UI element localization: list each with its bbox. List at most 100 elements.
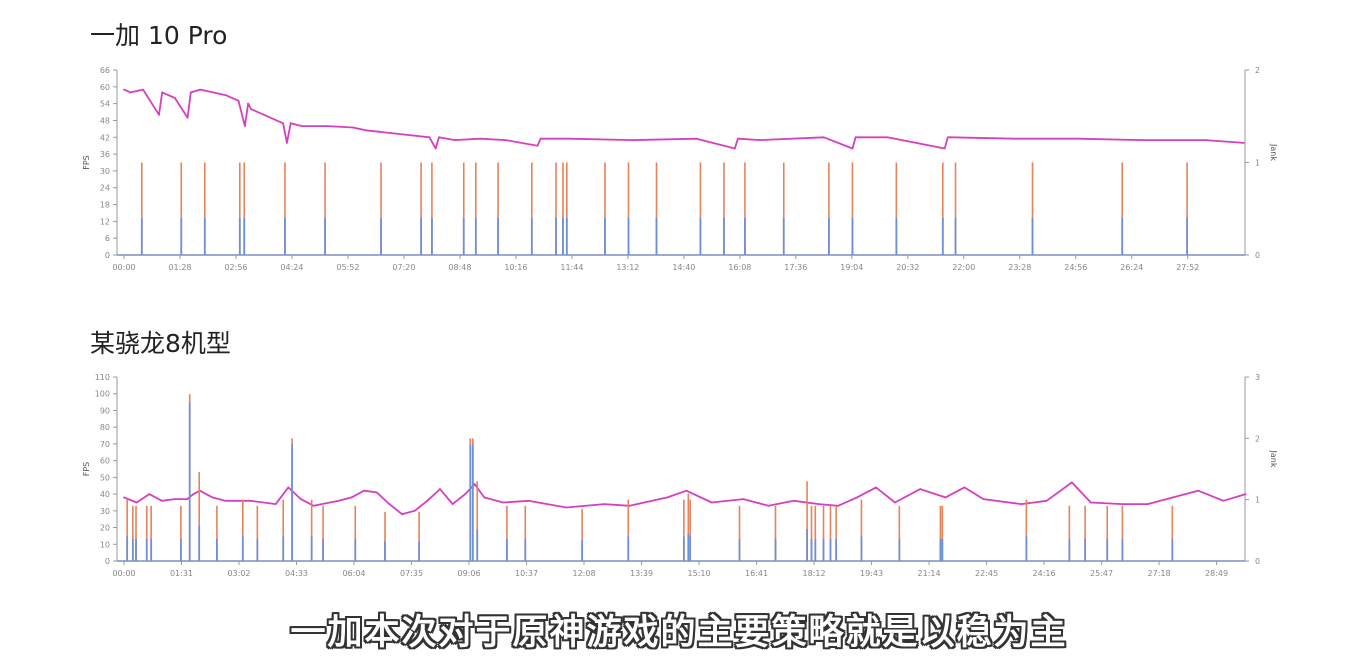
fps-point (946, 136, 949, 139)
x-tick-label: 07:35 (400, 569, 423, 578)
x-tick-label: 04:33 (285, 569, 308, 578)
fps-point (249, 499, 252, 502)
y-tick-label: 40 (100, 490, 110, 499)
x-tick-label: 27:18 (1148, 569, 1171, 578)
x-tick-label: 19:43 (860, 569, 883, 578)
y-tick-label: 50 (100, 473, 110, 482)
y-axis-label: FPS (82, 462, 91, 477)
y-axis-label: FPS (82, 155, 91, 170)
fps-point (148, 493, 151, 495)
y-tick-label: 60 (100, 83, 110, 92)
fps-point (856, 496, 858, 499)
fps-point (479, 137, 482, 140)
fps-point (352, 126, 354, 129)
video-subtitle: 一加本次对于原神游戏的主要策略就是以稳为主 (290, 613, 1068, 653)
fps-point (1242, 141, 1245, 144)
fps-point (237, 99, 240, 102)
fps-point (282, 122, 284, 125)
y2-tick-label: 2 (1255, 66, 1260, 75)
y-tick-label: 10 (100, 540, 110, 549)
x-tick-label: 05:52 (336, 263, 359, 272)
fps-point (568, 137, 571, 140)
fps-point (312, 504, 315, 507)
fps-point (1197, 489, 1200, 492)
x-tick-label: 04:24 (280, 263, 303, 272)
x-tick-label: 26:24 (1120, 263, 1143, 272)
fps-point (851, 147, 854, 150)
fps-point (1077, 137, 1080, 140)
fps-point (426, 499, 429, 502)
fps-point (1020, 503, 1023, 506)
fps-point (603, 503, 606, 506)
y2-tick-label: 0 (1255, 557, 1260, 566)
fps-point (123, 88, 125, 91)
fps-point (1172, 496, 1174, 499)
x-tick-label: 08:48 (448, 263, 471, 272)
fps-point (1045, 499, 1048, 502)
fps-point (243, 125, 246, 127)
fps-point (875, 486, 877, 489)
fps-point (950, 136, 952, 139)
x-tick-label: 01:28 (168, 263, 191, 272)
fps-point (632, 139, 634, 141)
fps-point (1204, 139, 1207, 141)
fps-point (363, 489, 366, 492)
x-tick-label: 24:56 (1064, 263, 1087, 272)
x-tick-label: 18:12 (803, 569, 826, 578)
y-tick-label: 36 (100, 150, 110, 159)
fps-point (189, 91, 192, 94)
fps-point (173, 97, 176, 99)
fps-point (1121, 503, 1124, 506)
fps-point (285, 141, 288, 144)
fps-point (375, 491, 378, 494)
fps-point (502, 501, 505, 504)
fps-point (439, 488, 441, 490)
fps-point (401, 513, 403, 516)
fps-point (377, 130, 380, 133)
x-tick-label: 19:04 (840, 263, 863, 272)
fps-point (837, 504, 839, 507)
fps-point (919, 488, 922, 490)
x-tick-label: 14:40 (672, 263, 695, 272)
fps-point (944, 496, 947, 499)
fps-point (1244, 493, 1247, 495)
x-tick-label: 07:20 (392, 263, 415, 272)
fps-point (710, 501, 713, 504)
y-tick-label: 42 (100, 133, 110, 142)
fps-point (413, 509, 416, 512)
y-tick-label: 12 (100, 217, 110, 226)
fps-point (250, 108, 253, 111)
y-tick-label: 30 (100, 167, 110, 176)
x-tick-label: 16:08 (728, 263, 751, 272)
fps-point (1146, 503, 1149, 506)
y-tick-label: 6 (105, 234, 110, 243)
x-tick-label: 00:00 (112, 569, 135, 578)
x-tick-label: 12:08 (572, 569, 595, 578)
fps-point (792, 499, 795, 502)
y-tick-label: 110 (95, 373, 110, 382)
x-tick-label: 16:41 (745, 569, 768, 578)
fps-point (767, 504, 770, 507)
y2-tick-label: 0 (1255, 251, 1260, 260)
fps-point (1070, 481, 1073, 484)
x-tick-label: 28:49 (1205, 569, 1228, 578)
fps-point (212, 91, 214, 94)
fps-point (438, 136, 440, 139)
x-tick-label: 27:52 (1176, 263, 1199, 272)
fps-point (337, 499, 340, 502)
fps-point (1013, 137, 1016, 140)
fps-point (473, 483, 476, 485)
fps-point (483, 496, 486, 499)
fps-point (403, 133, 405, 136)
x-tick-label: 25:47 (1090, 569, 1113, 578)
fps-point (211, 496, 214, 499)
fps-point (326, 125, 329, 127)
x-tick-label: 15:10 (688, 569, 711, 578)
fps-point (464, 493, 467, 495)
x-tick-label: 21:14 (918, 569, 941, 578)
fps-point (759, 139, 762, 141)
fps-point (737, 137, 739, 140)
y-tick-label: 0 (105, 251, 110, 260)
